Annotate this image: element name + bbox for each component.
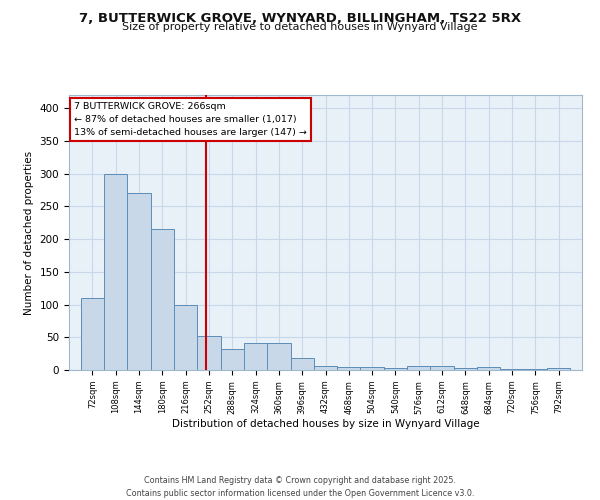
- X-axis label: Distribution of detached houses by size in Wynyard Village: Distribution of detached houses by size …: [172, 419, 479, 429]
- Text: 7 BUTTERWICK GROVE: 266sqm
← 87% of detached houses are smaller (1,017)
13% of s: 7 BUTTERWICK GROVE: 266sqm ← 87% of deta…: [74, 102, 307, 138]
- Text: Size of property relative to detached houses in Wynyard Village: Size of property relative to detached ho…: [122, 22, 478, 32]
- Bar: [477, 368, 500, 370]
- Text: 7, BUTTERWICK GROVE, WYNYARD, BILLINGHAM, TS22 5RX: 7, BUTTERWICK GROVE, WYNYARD, BILLINGHAM…: [79, 12, 521, 26]
- Bar: [314, 366, 337, 370]
- Bar: [454, 368, 477, 370]
- Bar: [104, 174, 127, 370]
- Bar: [290, 358, 314, 370]
- Bar: [407, 366, 430, 370]
- Y-axis label: Number of detached properties: Number of detached properties: [24, 150, 34, 314]
- Bar: [384, 368, 407, 370]
- Bar: [151, 229, 174, 370]
- Bar: [430, 366, 454, 370]
- Bar: [197, 336, 221, 370]
- Bar: [361, 366, 384, 370]
- Bar: [221, 349, 244, 370]
- Bar: [127, 193, 151, 370]
- Text: Contains HM Land Registry data © Crown copyright and database right 2025.
Contai: Contains HM Land Registry data © Crown c…: [126, 476, 474, 498]
- Bar: [244, 342, 267, 370]
- Bar: [174, 304, 197, 370]
- Bar: [547, 368, 571, 370]
- Bar: [337, 366, 361, 370]
- Bar: [80, 298, 104, 370]
- Bar: [267, 342, 290, 370]
